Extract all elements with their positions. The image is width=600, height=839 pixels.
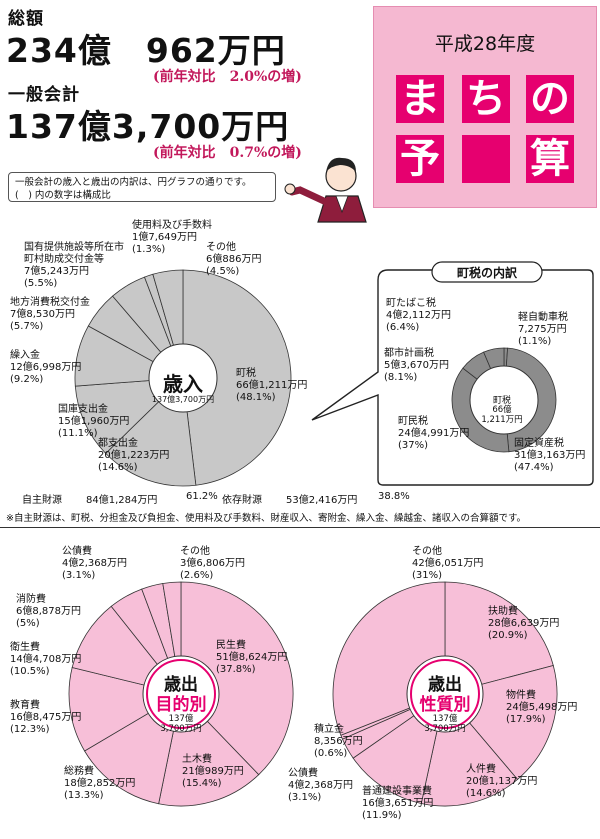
revenue-center-title: 歳入 (163, 372, 203, 396)
total-value: 234億 962万円 (6, 31, 286, 70)
revenue-label-6: 使用料及び手数料 1億7,649万円 (1.3%) (132, 220, 212, 255)
exp-purpose-center-ring (146, 659, 216, 729)
exp-purpose-title: 歳出 (164, 675, 198, 695)
independent-value: 84億1,284万円 (86, 495, 158, 506)
note-box: 一般会計の歳入と歳出の内訳は、円グラフの通りです。 ( ) 内の数字は構成比 (8, 172, 276, 202)
badge-char-6: 算 (526, 135, 574, 183)
note-line-1: 一般会計の歳入と歳出の内訳は、円グラフの通りです。 (15, 177, 252, 188)
total-label: 総額 (8, 9, 44, 29)
exp-purpose-center-sub: 137億 3,700万円 (160, 714, 202, 734)
note-line-2: ( ) 内の数字は構成比 (15, 190, 111, 201)
revenue-label-0: 町税 66億1,211万円 (48.1%) (236, 368, 308, 403)
exp-nature-label-5: 積立金 8,356万円 (0.6%) (314, 724, 363, 759)
exp-nature-center-hole (406, 655, 484, 733)
badge-char-5 (462, 135, 510, 183)
exp-nature-title: 歳出 (428, 675, 462, 695)
general-label: 一般会計 (8, 85, 80, 105)
title-badge: 平成28年度 ま ち の 予 算 (373, 6, 597, 208)
section-divider (0, 527, 600, 528)
town-tax-title: 町税の内訳 (456, 266, 517, 280)
town-tax-center-hole (469, 365, 539, 435)
exp-nature-label-0: 扶助費 28億6,639万円 (20.9%) (488, 606, 560, 641)
badge-char-3: の (526, 75, 574, 123)
revenue-label-4: 地方消費税交付金 7億8,530万円 (5.7%) (10, 297, 90, 332)
general-value: 137億3,700万円 (6, 107, 290, 146)
general-change: (前年対比 0.7%の増) (153, 145, 302, 161)
town-tax-label-4: 町たばこ税 4億2,112万円 (6.4%) (386, 298, 451, 333)
revenue-center-hole (148, 343, 218, 413)
exp-nature-label-6: その他 42億6,051万円 (31%) (412, 546, 484, 581)
revenue-slice-0 (182, 269, 292, 486)
revenue-label-2: 国庫支出金 15億1,960万円 (11.1%) (58, 404, 130, 439)
revenue-label-1: 都支出金 20億1,223万円 (14.6%) (98, 438, 170, 473)
exp-purpose-label-2: 総務費 18億2,852万円 (13.3%) (64, 766, 136, 801)
revenue-center-sub: 137億3,700万円 (151, 395, 215, 404)
total-change: (前年対比 2.0%の増) (153, 69, 302, 85)
exp-nature-slice-0 (444, 581, 554, 695)
revenue-label-7: その他 6億886万円 (4.5%) (206, 242, 262, 277)
badge-char-4: 予 (396, 135, 444, 183)
exp-purpose-label-4: 衛生費 14億4,708万円 (10.5%) (10, 642, 82, 677)
town-tax-label-0: 軽自動車税 7,275万円 (1.1%) (518, 312, 568, 347)
exp-purpose-label-0: 民生費 51億8,624万円 (37.8%) (216, 640, 288, 675)
badge-char-2: ち (462, 75, 510, 123)
badge-year: 平成28年度 (434, 33, 536, 55)
dependent-pct: 38.8% (378, 491, 410, 502)
town-tax-center-title: 町税 (492, 396, 511, 406)
exp-purpose-center-hole (142, 655, 220, 733)
town-tax-label-3: 都市計画税 5億3,670万円 (8.1%) (384, 348, 449, 383)
exp-nature-label-3: 普通建設事業費 16億3,651万円 (11.9%) (362, 786, 434, 821)
revenue-label-5: 国有提供施設等所在市町村助成交付金等 7億5,243万円 (5.5%) (24, 242, 124, 289)
exp-purpose-label-7: その他 3億6,806万円 (2.6%) (180, 546, 245, 581)
exp-purpose-label-3: 教育費 16億8,475万円 (12.3%) (10, 700, 82, 735)
exp-nature-title2: 性質別 (419, 695, 471, 715)
exp-purpose-label-5: 消防費 6億8,878万円 (5%) (16, 594, 81, 629)
exp-nature-label-1: 物件費 24億5,498万円 (17.9%) (506, 690, 578, 725)
exp-nature-center-ring (410, 659, 480, 729)
badge-char-1: ま (396, 75, 444, 123)
footnote: ※自主財源は、町税、分担金及び負担金、使用料及び手数料、財産収入、寄附金、繰入金… (6, 513, 527, 524)
independent-label: 自主財源 (22, 495, 62, 506)
dependent-value: 53億2,416万円 (286, 495, 358, 506)
independent-pct: 61.2% (186, 491, 218, 502)
town-tax-label-2: 町民税 24億4,991万円 (37%) (398, 416, 470, 451)
revenue-label-3: 繰入金 12億6,998万円 (9.2%) (10, 350, 82, 385)
exp-nature-label-4: 公債費 4億2,368万円 (3.1%) (288, 768, 353, 803)
dependent-label: 依存財源 (222, 495, 262, 506)
town-tax-center-sub: 66億 1,211万円 (481, 405, 523, 425)
revenue-pct-0: 48.1 (239, 392, 263, 403)
exp-nature-center-sub: 137億 3,700万円 (424, 714, 466, 734)
exp-purpose-slice-0 (180, 581, 294, 776)
exp-purpose-label-6: 公債費 4億2,368万円 (3.1%) (62, 546, 127, 581)
town-tax-label-1: 固定資産税 31億3,163万円 (47.4%) (514, 438, 586, 473)
exp-nature-label-2: 人件費 20億1,137万円 (14.6%) (466, 764, 538, 799)
exp-purpose-title2: 目的別 (155, 695, 207, 715)
exp-purpose-label-1: 土木費 21億989万円 (15.4%) (182, 754, 244, 789)
